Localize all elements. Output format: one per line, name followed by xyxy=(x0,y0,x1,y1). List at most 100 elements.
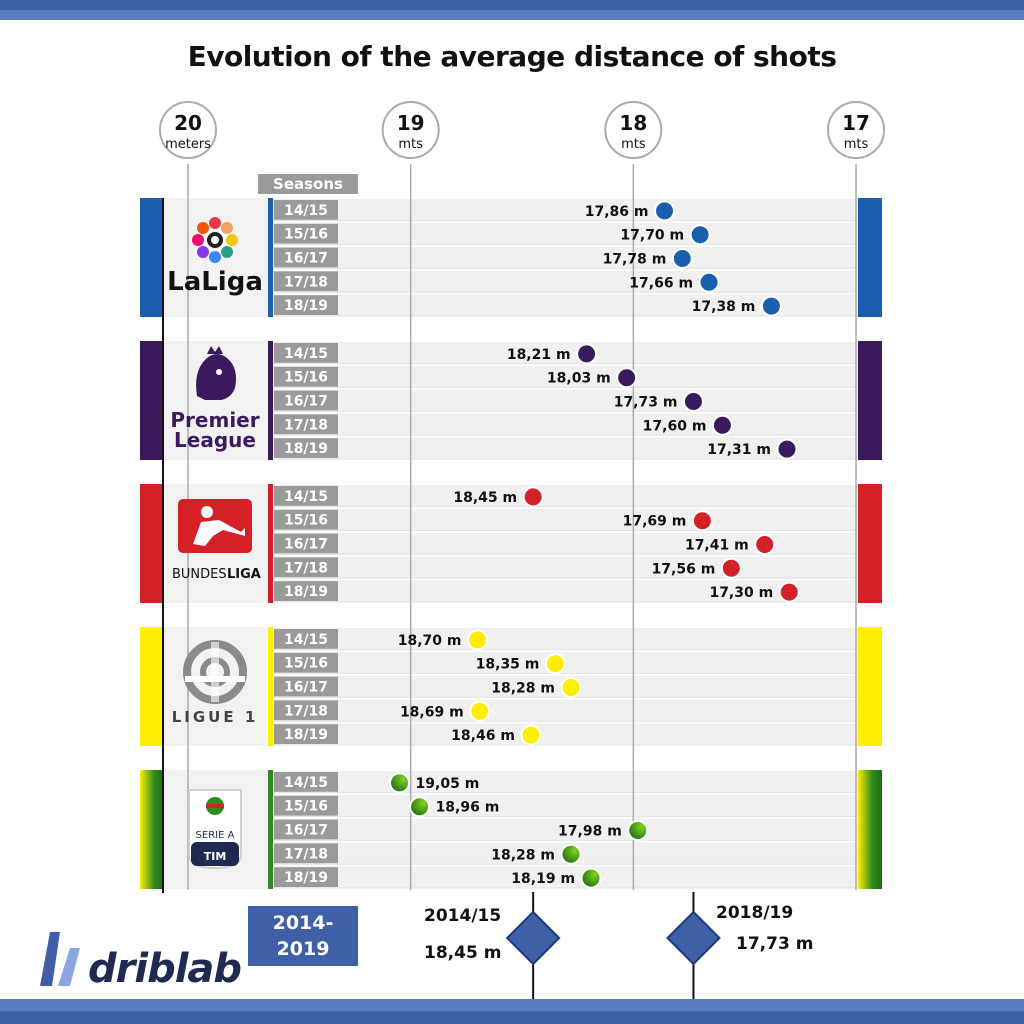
data-point xyxy=(698,271,720,293)
row-background xyxy=(273,199,858,221)
brand-wordmark: driblab xyxy=(88,946,242,992)
season-label: 15/16 xyxy=(284,227,328,243)
league-right-bar xyxy=(858,627,882,746)
row-background xyxy=(273,532,858,555)
data-label: 17,60 m xyxy=(643,418,707,434)
season-accent xyxy=(268,341,273,460)
league-left-bar xyxy=(140,770,164,889)
season-badge xyxy=(274,724,338,744)
season-badge xyxy=(274,509,338,530)
evolution-line1: 2014-2019 xyxy=(272,912,334,960)
season-badge xyxy=(274,772,338,792)
ligue1-wordmark: LIGUE 1 xyxy=(172,708,259,726)
row-background xyxy=(273,508,858,531)
row-background xyxy=(273,699,858,722)
data-point xyxy=(689,224,711,246)
row-background xyxy=(273,580,858,602)
season-badge xyxy=(274,795,338,816)
row-background xyxy=(273,413,858,436)
data-label: 18,46 m xyxy=(451,728,515,744)
league-right-bar xyxy=(858,341,882,460)
row-background xyxy=(273,723,858,745)
season-label: 18/19 xyxy=(284,441,328,457)
evolution-line2: Evolution xyxy=(252,964,354,986)
summary-layer xyxy=(505,892,721,999)
brand-logo-mark xyxy=(40,932,80,986)
data-label: 19,05 m xyxy=(416,776,480,792)
season-label: 15/16 xyxy=(284,370,328,386)
axis-marker-value: 20 xyxy=(174,111,202,135)
season-label: 17/18 xyxy=(284,417,328,433)
bundesliga-wordmark-b: LIGA xyxy=(227,567,261,582)
season-label: 16/17 xyxy=(284,823,328,839)
seriea-logo xyxy=(188,789,242,870)
evolution-box: 2014-2019 Evolution xyxy=(248,906,358,986)
season-label: 17/18 xyxy=(284,560,328,576)
row-background xyxy=(273,342,858,364)
data-label: 17,56 m xyxy=(652,561,716,577)
row-background xyxy=(273,628,858,650)
summary-season-2: 2018/19 xyxy=(716,903,794,923)
chart-title: Evolution of the average distance of sho… xyxy=(187,40,837,73)
data-point xyxy=(560,677,582,698)
season-label: 14/15 xyxy=(284,775,328,791)
premier-league-logo xyxy=(196,346,236,400)
axis-marker-value: 18 xyxy=(619,111,647,135)
axis-marker-value: 19 xyxy=(397,111,425,135)
top-band-light xyxy=(0,10,1024,20)
data-point xyxy=(778,581,800,603)
axis-marker-circle xyxy=(827,101,886,159)
league-left-bar xyxy=(140,198,164,317)
top-band xyxy=(0,0,1024,10)
row-background xyxy=(273,771,858,793)
bottom-band-light xyxy=(0,999,1024,1011)
data-label: 17,31 m xyxy=(707,442,771,458)
seriea-wordmark-b: TIM xyxy=(204,850,227,863)
league-left-bar xyxy=(140,484,164,603)
summary-season-1: 2014/15 xyxy=(424,906,502,926)
row-background xyxy=(273,866,858,888)
league-right-bar xyxy=(858,770,882,889)
season-label: 17/18 xyxy=(284,274,328,290)
data-point xyxy=(544,653,566,675)
season-accent xyxy=(268,770,273,889)
row-background xyxy=(273,246,858,269)
season-label: 18/19 xyxy=(284,584,328,600)
rows-layer: 14/15 15/16 16/17 17/18 18/19 14/15 15/16 16/17… xyxy=(140,198,882,889)
data-label: 18,35 m xyxy=(476,657,540,673)
premier-wordmark-line1: Premier xyxy=(170,408,259,432)
data-point xyxy=(671,248,693,269)
premier-wordmark-line2: League xyxy=(174,428,256,452)
season-label: 14/15 xyxy=(284,203,328,219)
data-point xyxy=(754,534,776,555)
season-label: 16/17 xyxy=(284,537,328,553)
season-badge xyxy=(274,557,338,578)
data-label: 17,38 m xyxy=(692,299,756,315)
data-point xyxy=(616,367,638,389)
season-accent xyxy=(268,198,273,317)
data-label: 18,03 m xyxy=(547,371,611,387)
season-label: 14/15 xyxy=(284,346,328,362)
season-badge xyxy=(274,414,338,435)
season-label: 18/19 xyxy=(284,298,328,314)
data-point xyxy=(469,700,491,722)
data-label: 17,30 m xyxy=(709,585,773,601)
season-badge xyxy=(274,843,338,864)
row-background xyxy=(273,485,858,507)
data-point xyxy=(520,724,542,746)
data-point xyxy=(720,557,742,579)
season-accent xyxy=(268,627,273,746)
season-badge xyxy=(274,271,338,292)
row-background xyxy=(273,270,858,293)
season-label: 18/19 xyxy=(284,727,328,743)
data-label: 18,28 m xyxy=(491,847,555,863)
summary-diamond xyxy=(666,910,721,966)
bundesliga-wordmark-a: BUNDES xyxy=(172,567,227,582)
data-label: 17,41 m xyxy=(685,538,749,554)
season-badge xyxy=(274,390,338,411)
season-accent xyxy=(268,484,273,603)
row-background xyxy=(273,294,858,316)
data-label: 17,70 m xyxy=(620,228,684,244)
season-badge xyxy=(274,867,338,887)
season-badge xyxy=(274,223,338,244)
